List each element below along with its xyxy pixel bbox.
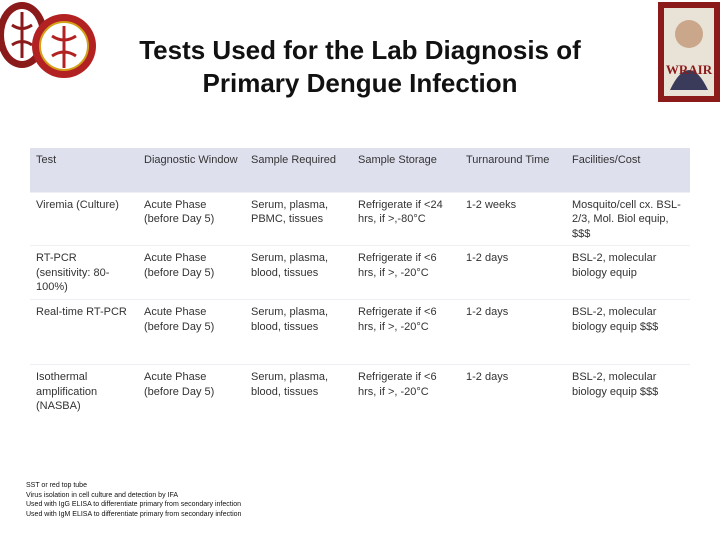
footnotes: SST or red top tube Virus isolation in ce…	[26, 481, 241, 519]
table-cell: Serum, plasma, blood, tissues	[251, 371, 329, 398]
column-header: Facilities/Cost	[572, 154, 641, 166]
table-cell: 1-2 weeks	[466, 198, 517, 211]
table-cell: Mosquito/cell cx. BSL-2/3, Mol. Biol equ…	[572, 198, 681, 240]
table-cell: Acute Phase (before Day 5)	[144, 371, 215, 398]
table-cell: Refrigerate if <6 hrs, if >, -20°C	[358, 252, 437, 279]
table-cell: Viremia (Culture)	[36, 198, 119, 211]
column-header: Turnaround Time	[466, 154, 550, 166]
table-cell: RT-PCR (sensitivity: 80-100%)	[36, 252, 110, 293]
data-table: Test Diagnostic Window Sample Required Samp…	[30, 148, 690, 418]
table-cell: Serum, plasma, PBMC, tissues	[251, 198, 329, 226]
footnote: Used with IgG ELISA to differentiate pri…	[26, 501, 242, 508]
table-cell: Refrigerate if <6 hrs, if >, -20°C	[358, 371, 437, 398]
table-cell: Acute Phase (before Day 5)	[144, 198, 215, 226]
table-cell: Acute Phase (before Day 5)	[144, 306, 215, 333]
logo-text: WRAIR	[666, 62, 713, 77]
header-row: Test Diagnostic Window Sample Required Samp…	[30, 148, 690, 192]
column-header: Diagnostic Window	[144, 154, 238, 166]
table-cell: BSL-2, molecular biology equip $$$	[572, 371, 659, 398]
table-cell: Real-time RT-PCR	[36, 306, 127, 318]
table-cell: 1-2 days	[466, 252, 509, 264]
left-logo-2	[32, 14, 96, 78]
table-cell: BSL-2, molecular biology equip	[572, 252, 657, 279]
column-header: Sample Required	[251, 154, 336, 166]
column-header: Test	[36, 154, 57, 166]
table-row: RT-PCR (sensitivity: 80-100%) Acute Phase…	[30, 245, 690, 300]
right-logo: WRAIR	[658, 2, 720, 102]
table-row: Real-time RT-PCR Acute Phase (before Day …	[30, 299, 690, 365]
column-header: Sample Storage	[358, 154, 437, 166]
table-row: Isothermal amplification (NASBA) Acute Ph…	[30, 364, 690, 418]
table-cell: Acute Phase (before Day 5)	[144, 252, 215, 279]
table-cell: Refrigerate if <24 hrs, if >,-80°C	[358, 198, 443, 226]
table-cell: 1-2 days	[466, 371, 509, 383]
footnote: Virus isolation in cell culture and dete…	[26, 491, 179, 499]
table-cell: BSL-2, molecular biology equip $$$	[572, 306, 659, 333]
logos: WRAIR	[0, 2, 720, 102]
table-cell: Refrigerate if <6 hrs, if >, -20°C	[358, 306, 437, 333]
table-cell: Serum, plasma, blood, tissues	[251, 252, 329, 279]
footnote: Used with IgM ELISA to differentiate pri…	[26, 510, 242, 518]
table-row: Viremia (Culture) Acute Phase (before Day…	[30, 192, 690, 246]
table-cell: Isothermal amplification (NASBA)	[36, 371, 98, 412]
footnote: SST or red top tube	[26, 482, 87, 489]
table-cell: 1-2 days	[466, 306, 509, 318]
slide-title: Tests Used for the Lab Diagnosis of Prim…	[139, 35, 581, 98]
left-logo-1	[0, 2, 47, 68]
table-cell: Serum, plasma, blood, tissues	[251, 306, 329, 333]
